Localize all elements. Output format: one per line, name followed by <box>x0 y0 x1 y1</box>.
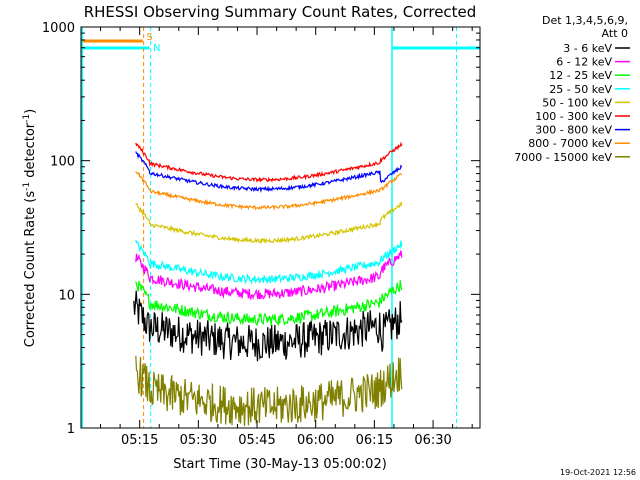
y-axis: 1 10 100 1000 <box>42 21 480 437</box>
y-label-end: ) <box>23 109 38 114</box>
series-line-3 <box>135 239 403 285</box>
series-line-0 <box>133 290 403 362</box>
y-label-mid: detector <box>23 122 38 182</box>
legend-label-6: 300 - 800 keV <box>535 124 612 137</box>
legend-label-4: 50 - 100 keV <box>542 96 612 109</box>
flag-n-label: N <box>153 43 160 54</box>
y-tick-label-100: 100 <box>50 155 75 170</box>
y-tick-label-10: 10 <box>58 288 75 303</box>
legend-label-7: 800 - 7000 keV <box>528 137 612 150</box>
plot-area: SN <box>81 27 480 428</box>
legend-label-3: 25 - 50 keV <box>549 83 612 96</box>
legend-label-2: 12 - 25 keV <box>549 69 612 82</box>
series-line-7 <box>135 171 403 211</box>
chart-title: RHESSI Observing Summary Count Rates, Co… <box>84 3 477 21</box>
x-tick-label-75: 06:15 <box>356 433 393 448</box>
y-label-main: Corrected Count Rate (s <box>23 191 38 348</box>
legend-header-line1: Det 1,3,4,5,6,9, <box>542 14 628 27</box>
timestamp: 19-Oct-2021 12:56 <box>560 468 636 477</box>
series-line-5 <box>135 141 403 184</box>
y-label-sup1: -1 <box>22 182 32 191</box>
legend-label-1: 6 - 12 keV <box>556 56 612 69</box>
flag-s-label: S <box>146 32 152 43</box>
x-axis-label: Start Time (30-May-13 05:00:02) <box>173 457 387 472</box>
legend-label-0: 3 - 6 keV <box>563 42 612 55</box>
x-tick-label-30: 05:30 <box>180 433 217 448</box>
x-tick-label-15: 05:15 <box>121 433 158 448</box>
legend-label-8: 7000 - 15000 keV <box>514 151 612 164</box>
x-axis: 05:15 05:30 05:45 06:00 06:15 06:30 <box>80 27 473 448</box>
y-tick-label-1000: 1000 <box>42 21 75 36</box>
y-label-sup2: -1 <box>22 114 32 123</box>
series-line-1 <box>135 250 403 301</box>
y-axis-label: Corrected Count Rate (s-1 detector-1) <box>22 109 38 347</box>
legend-header-line2: Att 0 <box>602 27 628 40</box>
series-line-6 <box>135 151 403 194</box>
legend-label-5: 100 - 300 keV <box>535 110 612 123</box>
x-tick-label-90: 06:30 <box>414 433 451 448</box>
series-line-4 <box>135 201 403 245</box>
x-tick-label-60: 06:00 <box>297 433 334 448</box>
x-tick-label-45: 05:45 <box>238 433 275 448</box>
series-line-8 <box>135 355 403 427</box>
y-tick-label-1: 1 <box>67 422 75 437</box>
plot-frame <box>80 26 481 429</box>
series-line-2 <box>135 280 403 327</box>
